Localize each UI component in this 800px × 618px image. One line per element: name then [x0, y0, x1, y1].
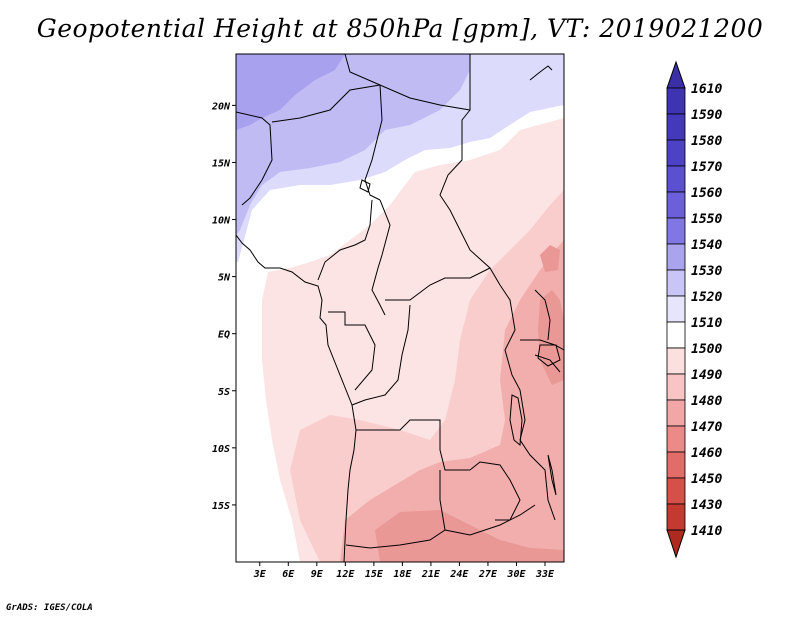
lon-tick-label: 12E — [336, 569, 355, 580]
colorbar-segment — [666, 347, 686, 375]
border-gabon-congo — [328, 311, 376, 391]
border-car-drc — [385, 267, 491, 301]
lat-tick-label: 15S — [212, 501, 230, 512]
colorbar-segment — [666, 217, 686, 245]
border-great-lakes — [520, 339, 564, 373]
colorbar-segment — [666, 425, 686, 453]
lon-tick-label: 21E — [421, 569, 441, 580]
colorbar-label: 1570 — [691, 160, 722, 175]
colorbar: 1610 1590 1580 1570 1560 1550 1540 1530 1520 1510… — [666, 60, 722, 559]
lat-tick-label: EQ — [218, 330, 230, 341]
colorbar-segment — [666, 399, 686, 427]
axis-ticks: 20N 15N 10N 5N EQ 5S 10S 15S 3E 6E 9E 12E 15E 18E 21E 2… — [211, 101, 555, 580]
colorbar-label: 1450 — [691, 472, 722, 487]
border-zambia-south — [444, 504, 536, 536]
border-niger-chad — [364, 84, 383, 201]
border-congo-drc — [351, 304, 411, 406]
colorbar-top-arrow — [666, 60, 686, 89]
lat-tick-label: 5S — [218, 387, 230, 398]
colorbar-label: 1460 — [691, 446, 722, 461]
colorbar-segment — [666, 191, 686, 219]
lat-tick-label: 15N — [212, 158, 231, 169]
region-1540-1550 — [236, 54, 345, 130]
colorbar-label: 1520 — [691, 290, 722, 305]
lon-tick-label: 33E — [535, 569, 555, 580]
lon-tick-label: 15E — [365, 569, 384, 580]
lon-tick-label: 18E — [393, 569, 412, 580]
border-mali-niger — [271, 84, 381, 123]
colorbar-segment — [666, 139, 686, 167]
colorbar-label: 1410 — [691, 524, 722, 539]
colorbar-label: 1540 — [691, 238, 722, 253]
colorbar-label: 1480 — [691, 394, 722, 409]
region-1530-1540 — [236, 54, 470, 235]
colorbar-label: 1560 — [691, 186, 722, 201]
colorbar-label: 1490 — [691, 368, 722, 383]
lon-tick-label: 30E — [506, 569, 526, 580]
political-boundaries — [236, 54, 564, 562]
colorbar-label: 1590 — [691, 108, 722, 123]
colorbar-segment — [666, 269, 686, 297]
colorbar-label: 1580 — [691, 134, 722, 149]
region-1480-1490 — [340, 240, 564, 562]
colorbar-segment — [666, 113, 686, 141]
lake-tanganyika — [509, 394, 523, 447]
lake-victoria — [537, 344, 561, 367]
coastline-west-africa — [236, 234, 357, 562]
lon-tick-label: 9E — [311, 569, 324, 580]
lon-tick-label: 27E — [478, 569, 498, 580]
colorbar-label: 1550 — [691, 212, 722, 227]
region-1470-1480 — [375, 510, 564, 562]
region-1470-1480-east-north — [540, 245, 560, 272]
colorbar-segment — [666, 321, 686, 349]
map-frame — [235, 53, 565, 563]
lon-tick-label: 3E — [253, 569, 267, 580]
lat-tick-label: 20N — [211, 101, 231, 112]
lon-tick-label: 24E — [449, 569, 469, 580]
chart-title: Geopotential Height at 850hPa [gpm], VT:… — [36, 14, 764, 43]
red-sea-coast — [529, 65, 553, 81]
colorbar-segment — [666, 165, 686, 193]
border-drc-angola — [356, 419, 521, 521]
colorbar-label: 1530 — [691, 264, 722, 279]
colorbar-label: 1510 — [691, 316, 722, 331]
colorbar-segment — [666, 451, 686, 479]
colorbar-bottom-arrow — [666, 529, 686, 559]
colorbar-label: 1610 — [691, 82, 722, 97]
colorbar-segment — [666, 87, 686, 115]
colorbar-label: 1430 — [691, 498, 722, 513]
field-shading — [236, 54, 564, 562]
grads-credit: GrADS: IGES/COLA — [6, 603, 93, 613]
lon-tick-label: 6E — [282, 569, 295, 580]
border-cameroon-car — [371, 199, 391, 316]
border-uganda-kenya — [534, 289, 551, 341]
colorbar-segment — [666, 243, 686, 271]
colorbar-segment — [666, 503, 686, 531]
colorbar-label: 1470 — [691, 420, 722, 435]
lat-tick-label: 5N — [218, 273, 231, 284]
lat-tick-label: 10S — [212, 444, 230, 455]
border-chad-east — [439, 109, 501, 286]
colorbar-segment — [666, 477, 686, 505]
lake-malawi — [547, 454, 557, 496]
lake-chad — [359, 179, 371, 193]
lat-tick-label: 10N — [212, 216, 231, 227]
border-nigeria-east — [317, 199, 373, 281]
colorbar-segment — [666, 373, 686, 401]
border-west-top — [236, 111, 273, 206]
border-angola-zambia — [345, 470, 446, 549]
colorbar-label: 1500 — [691, 342, 722, 357]
border-east-africa — [499, 284, 556, 521]
colorbar-segment — [666, 295, 686, 323]
